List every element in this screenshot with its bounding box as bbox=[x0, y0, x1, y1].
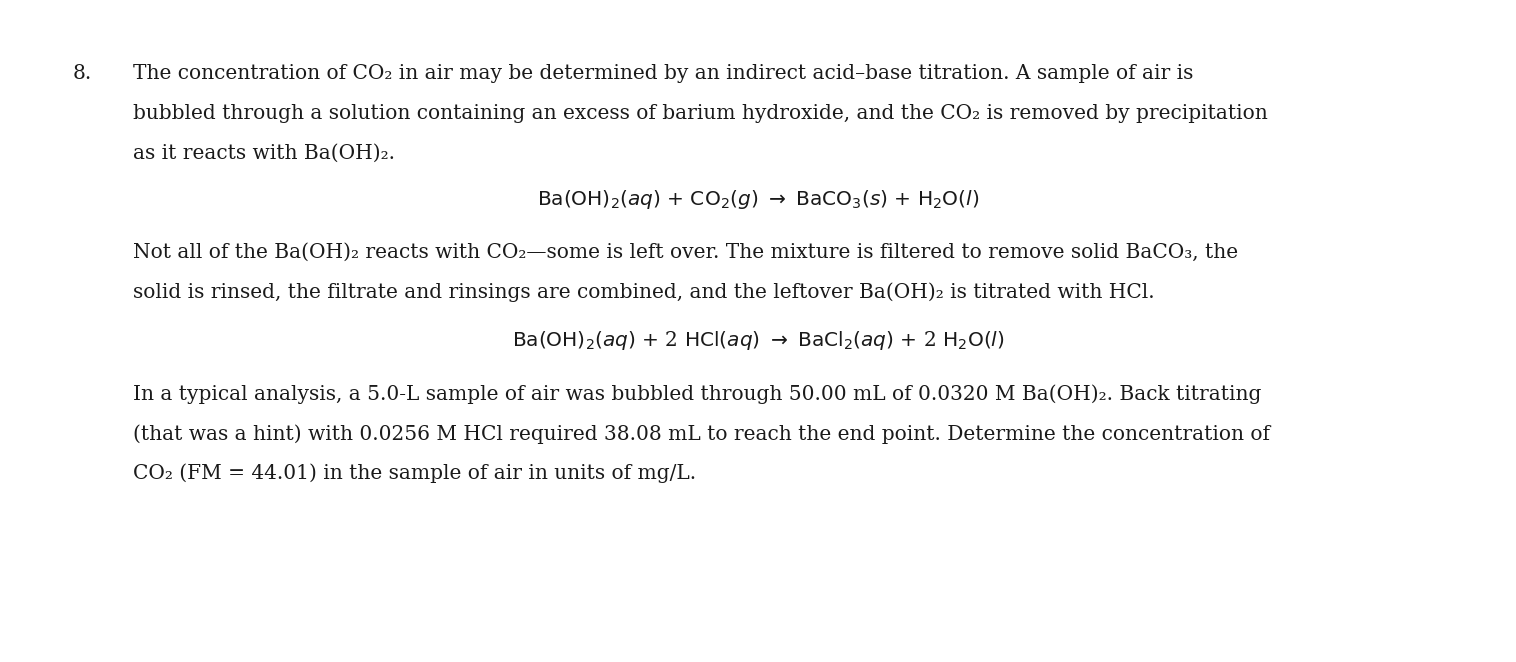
Text: CO₂ (FM = 44.01) in the sample of air in units of mg/L.: CO₂ (FM = 44.01) in the sample of air in… bbox=[133, 463, 696, 483]
Text: (that was a hint) with 0.0256 M HCl required 38.08 mL to reach the end point. De: (that was a hint) with 0.0256 M HCl requ… bbox=[133, 424, 1270, 444]
Text: as it reacts with Ba(OH)₂.: as it reacts with Ba(OH)₂. bbox=[133, 144, 396, 163]
Text: Not all of the Ba(OH)₂ reacts with CO₂—some is left over. The mixture is filtere: Not all of the Ba(OH)₂ reacts with CO₂—s… bbox=[133, 243, 1239, 262]
Text: bubbled through a solution containing an excess of barium hydroxide, and the CO₂: bubbled through a solution containing an… bbox=[133, 104, 1269, 123]
Text: The concentration of CO₂ in air may be determined by an indirect acid–base titra: The concentration of CO₂ in air may be d… bbox=[133, 64, 1193, 83]
Text: $\mathrm{Ba(OH)_2}$$\mathit{(aq)}$ $+$ $\mathrm{CO_2}$$\mathit{(g)}$ $\rightarro: $\mathrm{Ba(OH)_2}$$\mathit{(aq)}$ $+$ $… bbox=[537, 188, 979, 211]
Text: solid is rinsed, the filtrate and rinsings are combined, and the leftover Ba(OH): solid is rinsed, the filtrate and rinsin… bbox=[133, 282, 1155, 302]
Text: 8.: 8. bbox=[73, 64, 92, 83]
Text: In a typical analysis, a 5.0-L sample of air was bubbled through 50.00 mL of 0.0: In a typical analysis, a 5.0-L sample of… bbox=[133, 384, 1261, 404]
Text: $\mathrm{Ba(OH)_2}$$\mathit{(aq)}$ $+$ 2 $\mathrm{HCl}$$\mathit{(aq)}$ $\rightar: $\mathrm{Ba(OH)_2}$$\mathit{(aq)}$ $+$ 2… bbox=[511, 328, 1005, 352]
